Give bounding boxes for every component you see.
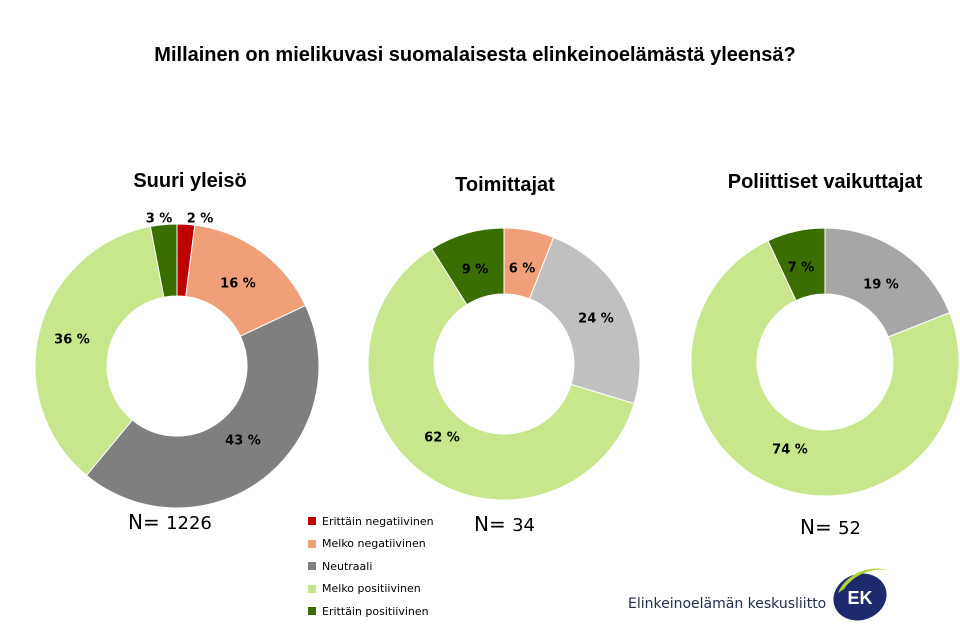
data-label: 74 % [772,443,808,458]
n-value: 52 [838,518,861,539]
ek-logo-icon: EK [833,568,888,621]
legend-item: Melko positiivinen [308,578,434,601]
legend-swatch [308,607,316,616]
chart-title-suuri-yleiso: Suuri yleisö [133,170,247,192]
n-prefix: N= [474,512,506,536]
legend-item: Erittäin negatiivinen [308,510,434,533]
data-label: 24 % [578,312,614,327]
legend-item: Neutraali [308,555,434,578]
data-label: 2 % [187,212,214,227]
legend-swatch [308,584,316,593]
data-label: 62 % [424,431,460,446]
legend-swatch [308,539,316,548]
donut-slice [767,227,826,302]
donut-slice [367,248,635,501]
legend-label: Melko positiivinen [322,582,421,596]
legend-swatch [308,517,316,526]
sample-size-poliittiset: N= 52 [800,515,861,539]
legend-swatch [308,562,316,571]
legend-item: Melko negatiivinen [308,533,434,556]
n-prefix: N= [128,510,160,534]
svg-text:EK: EK [847,588,872,608]
sample-size-suuri-yleiso: N= 1226 [128,510,212,534]
donut-slice [690,240,960,497]
legend: Erittäin negatiivinen Melko negatiivinen… [308,510,434,623]
organization-name: Elinkeinoelämän keskusliitto [628,596,827,612]
data-label: 43 % [225,434,261,449]
data-label: 9 % [462,263,489,278]
data-label: 7 % [788,261,815,276]
data-label: 3 % [146,212,173,227]
n-value: 34 [512,515,535,536]
donut-slice [34,225,165,477]
n-prefix: N= [800,515,832,539]
data-label: 16 % [220,277,256,292]
legend-item: Erittäin positiivinen [308,600,434,623]
donut-slice [85,304,320,509]
donut-slice [824,227,951,338]
data-label: 36 % [54,333,90,348]
legend-label: Erittäin positiivinen [322,604,429,618]
donut-0: 2 % 16 % 43 % 36 % 3 % [34,212,320,509]
donut-1: 6 % 24 % 62 % 9 % [367,227,641,501]
chart-title-poliittiset: Poliittiset vaikuttajat [727,171,923,193]
n-value: 1226 [166,513,212,534]
chart-title-toimittajat: Toimittajat [455,174,555,196]
donut-slice [149,223,178,298]
legend-label: Neutraali [322,559,373,573]
chart-main-title: Millainen on mielikuvasi suomalaisesta e… [154,44,796,66]
data-label: 6 % [509,262,536,277]
legend-label: Melko negatiivinen [322,537,426,551]
legend-label: Erittäin negatiivinen [322,514,434,528]
data-label: 19 % [863,278,899,293]
donut-slice [431,227,505,306]
sample-size-toimittajat: N= 34 [474,512,535,536]
donut-2: 19 % 74 % 7 % [690,227,960,497]
donut-slice [528,236,641,405]
